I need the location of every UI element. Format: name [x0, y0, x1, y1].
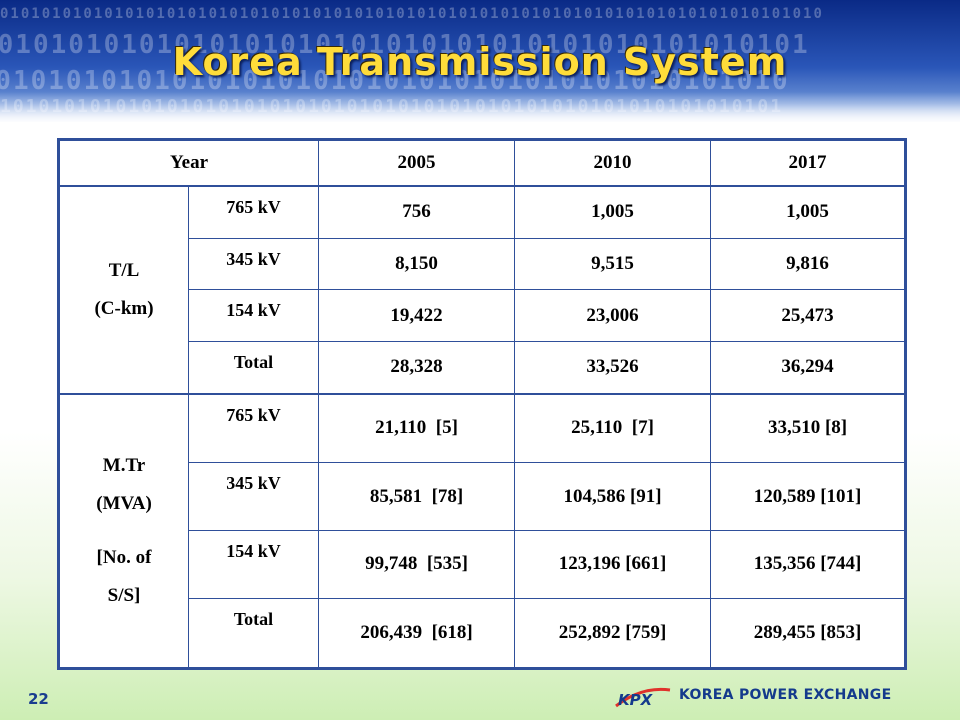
table-cell: 25,473: [710, 289, 907, 342]
table-cell: 123,196 [661]: [514, 530, 712, 599]
table-cell: 289,455 [853]: [710, 597, 907, 670]
logo-text: KPX: [618, 691, 654, 709]
footer-brand: KOREA POWER EXCHANGE: [679, 687, 892, 703]
table-cell: 25,110 [7]: [514, 392, 712, 464]
group-label-line: [No. of: [96, 546, 152, 568]
table-row: 345 kV 85,581 [78] 104,586 [91] 120,589 …: [59, 462, 907, 532]
table-cell: 104,586 [91]: [514, 462, 712, 532]
sub-label: 345 kV: [187, 462, 320, 532]
sub-label: 765 kV: [187, 185, 320, 239]
table-cell: 120,589 [101]: [710, 462, 907, 532]
header-cell-2010: 2010: [514, 139, 712, 187]
table-cell: 1,005: [710, 185, 907, 239]
sub-label: 765 kV: [187, 392, 320, 464]
table-cell: 33,526: [514, 340, 712, 395]
kpx-logo-icon: KPX: [615, 687, 671, 709]
table-cell: 36,294: [710, 340, 907, 395]
table-cell: 23,006: [514, 289, 712, 342]
table-cell: 9,515: [514, 237, 712, 291]
sub-label: 345 kV: [187, 237, 320, 291]
group-label-line: S/S]: [107, 584, 141, 606]
table-cell: 9,816: [710, 237, 907, 291]
sub-label: Total: [187, 340, 320, 395]
group-label-line: T/L: [108, 259, 140, 281]
slide-title: Korea Transmission System: [172, 40, 788, 84]
table-row: T/L (C-km) 765 kV 756 1,005 1,005: [58, 185, 907, 395]
group-label-line: (MVA): [96, 492, 152, 514]
header-cell-2017: 2017: [710, 139, 907, 187]
table-cell: 19,422: [318, 289, 516, 342]
transmission-table: Year 2005 2010 2017 T/L (C-km) 765 kV 75…: [57, 138, 908, 670]
group-label-mtr: M.Tr (MVA) [No. of S/S]: [58, 392, 189, 669]
table-cell: 85,581 [78]: [318, 462, 516, 532]
table-cell: 135,356 [744]: [710, 530, 907, 599]
binary-pattern: 1010101010101010101010101010101010101010…: [0, 30, 810, 60]
header-cell-year: Year: [57, 139, 320, 187]
table-row: Total 206,439 [618] 252,892 [759] 289,45…: [59, 597, 907, 670]
binary-pattern: 0101010101010101010101010101010101010101…: [0, 6, 824, 22]
table-cell: 252,892 [759]: [514, 597, 712, 670]
table-cell: 1,005: [514, 185, 712, 239]
table-cell: 28,328: [318, 340, 516, 395]
group-label-line: (C-km): [94, 297, 154, 319]
table-row: 154 kV 99,748 [535] 123,196 [661] 135,35…: [59, 530, 907, 599]
table-cell: 8,150: [318, 237, 516, 291]
sub-label: 154 kV: [187, 289, 320, 342]
group-label-line: M.Tr: [102, 454, 146, 476]
group-label-tl: T/L (C-km): [58, 185, 189, 395]
table-cell: 33,510 [8]: [710, 392, 907, 464]
table-row: M.Tr (MVA) [No. of S/S] 765 kV 21,110 [5…: [58, 392, 907, 669]
table-cell: 21,110 [5]: [318, 392, 516, 464]
sub-label: 154 kV: [187, 530, 320, 599]
page-number: 22: [28, 690, 49, 708]
group-label-line: [60, 523, 188, 539]
table-cell: 756: [318, 185, 516, 239]
slide-header-banner: 0101010101010101010101010101010101010101…: [0, 0, 960, 122]
header-cell-2005: 2005: [318, 139, 516, 187]
table-row: 345 kV 8,150 9,515 9,816: [59, 237, 907, 291]
sub-label: Total: [187, 597, 320, 670]
table-header-row: Year 2005 2010 2017: [57, 139, 907, 187]
table-cell: 99,748 [535]: [318, 530, 516, 599]
header-fade: [0, 92, 960, 122]
binary-pattern: 0101010101010101010101010101010101010101…: [0, 66, 790, 96]
table-cell: 206,439 [618]: [318, 597, 516, 670]
